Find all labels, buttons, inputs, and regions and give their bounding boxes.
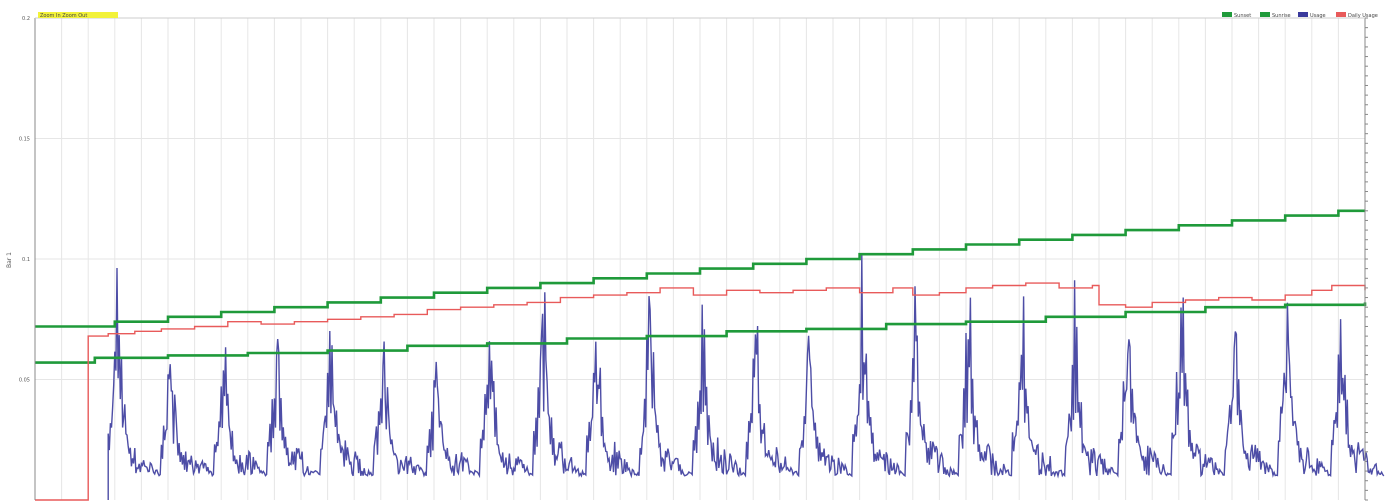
left-tick-label: 0.1	[22, 257, 30, 263]
series-sunset-line	[35, 209, 1365, 328]
zoom-badge[interactable]: Zoom In Zoom Out	[38, 12, 118, 19]
zoom-badge-bg[interactable]	[38, 12, 118, 18]
left-tick-label: 0.15	[19, 137, 30, 143]
series-sunrise-line	[35, 302, 1367, 364]
grid	[34, 17, 1366, 500]
legend-item: Usage	[1298, 12, 1326, 19]
legend-swatch	[1298, 12, 1308, 17]
left-tick-label: 0.2	[22, 16, 30, 22]
left-axis-ticks: 0.05 0.1 0.15 0.2	[19, 16, 30, 384]
legend-item: Daily Usage	[1336, 12, 1378, 19]
legend-item: Sunrise	[1260, 12, 1291, 19]
series-daily-usage-line	[35, 282, 1366, 501]
legend-swatch	[1260, 12, 1270, 17]
series-usage-line	[107, 254, 1385, 500]
zoom-badge-label[interactable]: Zoom In Zoom Out	[40, 13, 87, 19]
legend-label: Sunrise	[1272, 13, 1291, 19]
legend-label: Sunset	[1234, 13, 1251, 19]
legend-label: Daily Usage	[1348, 13, 1378, 19]
legend-item: Sunset	[1222, 12, 1251, 19]
series-layer	[35, 209, 1385, 501]
left-tick-label: 0.05	[19, 378, 30, 384]
legend-swatch	[1336, 12, 1346, 17]
legend-label: Usage	[1310, 13, 1326, 19]
y-axis-label: Bar 1	[6, 252, 13, 268]
legend-swatch	[1222, 12, 1232, 17]
legend: Sunset Sunrise Usage Daily Usage	[1222, 12, 1378, 19]
